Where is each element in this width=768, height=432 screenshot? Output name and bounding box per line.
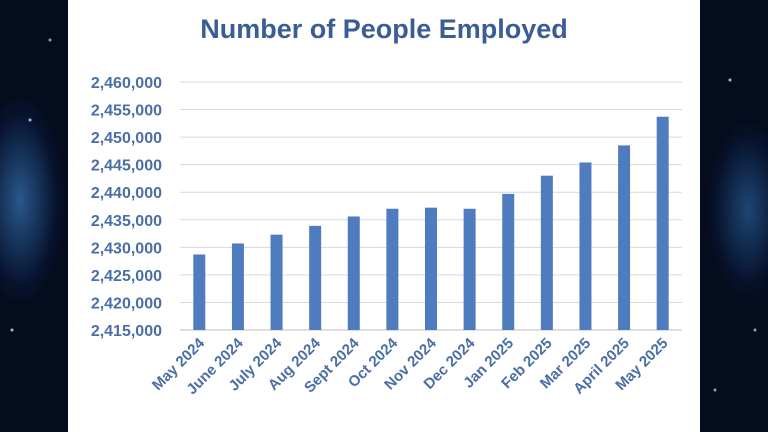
y-tick-label: 2,425,000 [91,268,162,285]
bar [231,243,244,330]
y-tick-label: 2,460,000 [91,75,162,92]
y-tick-label: 2,445,000 [91,158,162,175]
chart-card: Number of People Employed 2,415,000 2,420… [68,0,700,432]
bar-chart: 2,415,000 2,420,000 2,425,000 2,430,000 2,43… [91,75,682,398]
bar [270,234,283,330]
y-tick-label: 2,430,000 [91,240,162,257]
y-tick-label: 2,455,000 [91,103,162,120]
bar [618,145,631,330]
chart-title: Number of People Employed [200,14,568,44]
y-tick-label: 2,435,000 [91,213,162,230]
bar [656,116,669,330]
y-tick-label: 2,415,000 [91,323,162,340]
y-tick-label: 2,450,000 [91,130,162,147]
bar [502,193,515,330]
bar [425,207,437,330]
bar [579,162,592,330]
bar [540,175,553,330]
y-tick-label: 2,420,000 [91,295,162,312]
bar [386,208,399,330]
y-tick-label: 2,440,000 [91,185,162,202]
bar [463,208,476,330]
bar [309,225,322,330]
bar [347,216,360,330]
bar [193,254,206,330]
